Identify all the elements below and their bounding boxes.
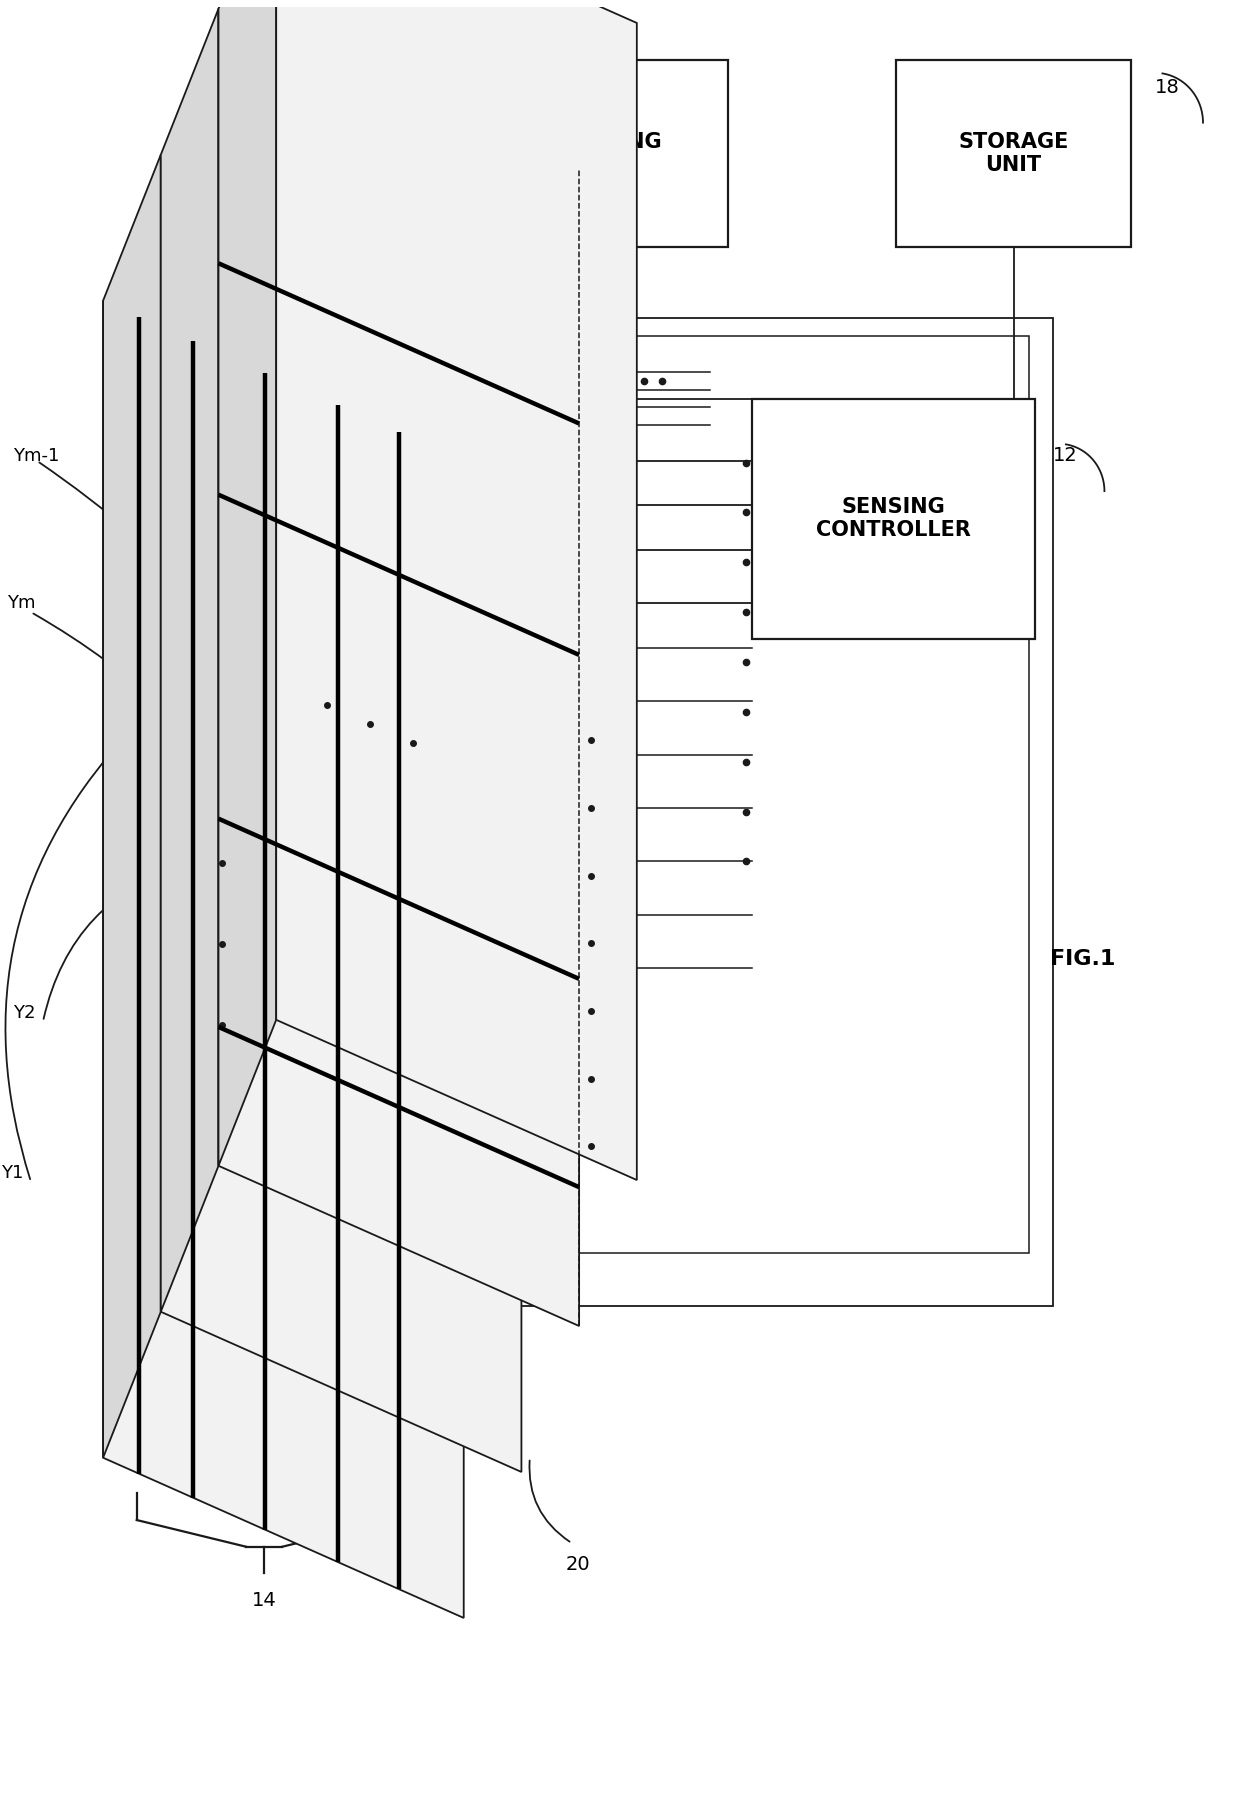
Polygon shape [161,154,522,1471]
Text: 18: 18 [1154,77,1179,97]
Text: Xn-1: Xn-1 [579,669,621,687]
Text: 14: 14 [252,1591,277,1609]
Text: 30: 30 [343,95,368,115]
Text: FIG.1: FIG.1 [1050,949,1116,969]
Text: X1: X1 [543,1238,567,1256]
Bar [445,61,728,248]
Polygon shape [277,0,637,1180]
Polygon shape [103,301,464,1618]
Polygon shape [103,154,161,1459]
Text: SENSING
CONTROLLER: SENSING CONTROLLER [816,497,971,540]
Bar [350,335,1029,1252]
Text: PROCESSING
UNIT: PROCESSING UNIT [512,133,662,176]
Text: 20: 20 [565,1555,590,1573]
Bar [301,319,1053,1306]
Bar [753,398,1034,639]
Text: Y1: Y1 [1,1164,24,1182]
Polygon shape [161,9,218,1311]
Text: Xn: Xn [598,427,621,447]
Text: X2: X2 [525,1023,549,1041]
Polygon shape [218,9,579,1326]
Text: 12: 12 [1053,447,1078,465]
Bar [308,443,608,551]
Text: Y2: Y2 [12,1003,36,1023]
Text: STORAGE
UNIT: STORAGE UNIT [959,133,1069,176]
Text: Ym-1: Ym-1 [12,447,60,465]
Polygon shape [218,0,277,1166]
Bar [897,61,1131,248]
Text: Ym: Ym [7,594,36,612]
